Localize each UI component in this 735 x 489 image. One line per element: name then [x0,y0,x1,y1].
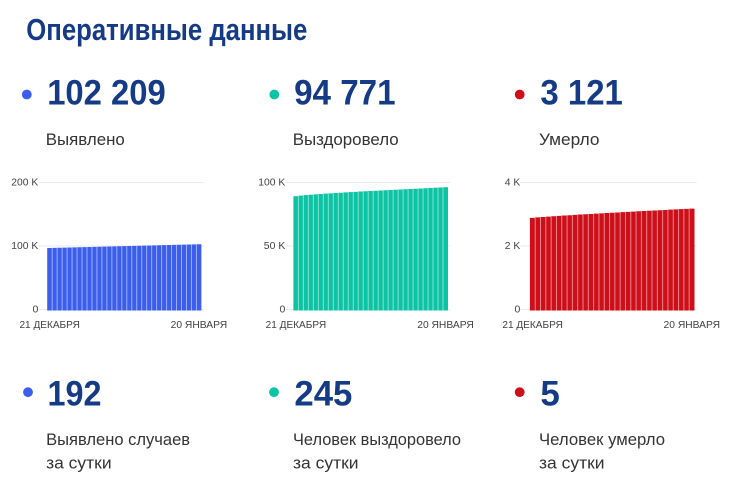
svg-text:Умерло: Умерло [539,130,600,149]
svg-text:21 ДЕКАБРЯ: 21 ДЕКАБРЯ [502,319,563,331]
svg-text:200 K: 200 K [11,177,38,189]
svg-text:0: 0 [279,304,285,316]
svg-text:50 K: 50 K [264,240,286,252]
svg-text:21 ДЕКАБРЯ: 21 ДЕКАБРЯ [19,319,80,331]
svg-text:за сутки: за сутки [46,454,112,473]
svg-text:5: 5 [540,374,559,413]
svg-text:245: 245 [294,374,352,413]
svg-text:за сутки: за сутки [539,454,605,473]
svg-text:4 K: 4 K [505,177,521,189]
svg-text:Оперативные данные: Оперативные данные [26,12,307,47]
svg-text:Выявлено случаев: Выявлено случаев [46,430,190,449]
svg-text:20 ЯНВАРЯ: 20 ЯНВАРЯ [417,319,474,331]
svg-text:Человек выздоровело: Человек выздоровело [293,430,461,449]
svg-text:100 K: 100 K [258,177,285,189]
svg-text:100 K: 100 K [11,240,38,252]
svg-text:Человек умерло: Человек умерло [539,430,665,449]
svg-text:21 ДЕКАБРЯ: 21 ДЕКАБРЯ [266,319,327,331]
svg-text:Выздоровело: Выздоровело [293,130,399,149]
svg-text:102 209: 102 209 [47,74,166,113]
svg-text:2 K: 2 K [505,240,521,252]
svg-text:3 121: 3 121 [540,74,623,113]
svg-text:192: 192 [48,374,102,413]
svg-text:94 771: 94 771 [294,74,396,113]
svg-text:20 ЯНВАРЯ: 20 ЯНВАРЯ [171,319,228,331]
svg-text:0: 0 [32,304,38,316]
svg-text:0: 0 [514,304,520,316]
svg-text:за сутки: за сутки [293,454,359,473]
svg-text:Выявлено: Выявлено [46,130,125,149]
svg-text:20 ЯНВАРЯ: 20 ЯНВАРЯ [664,319,721,331]
